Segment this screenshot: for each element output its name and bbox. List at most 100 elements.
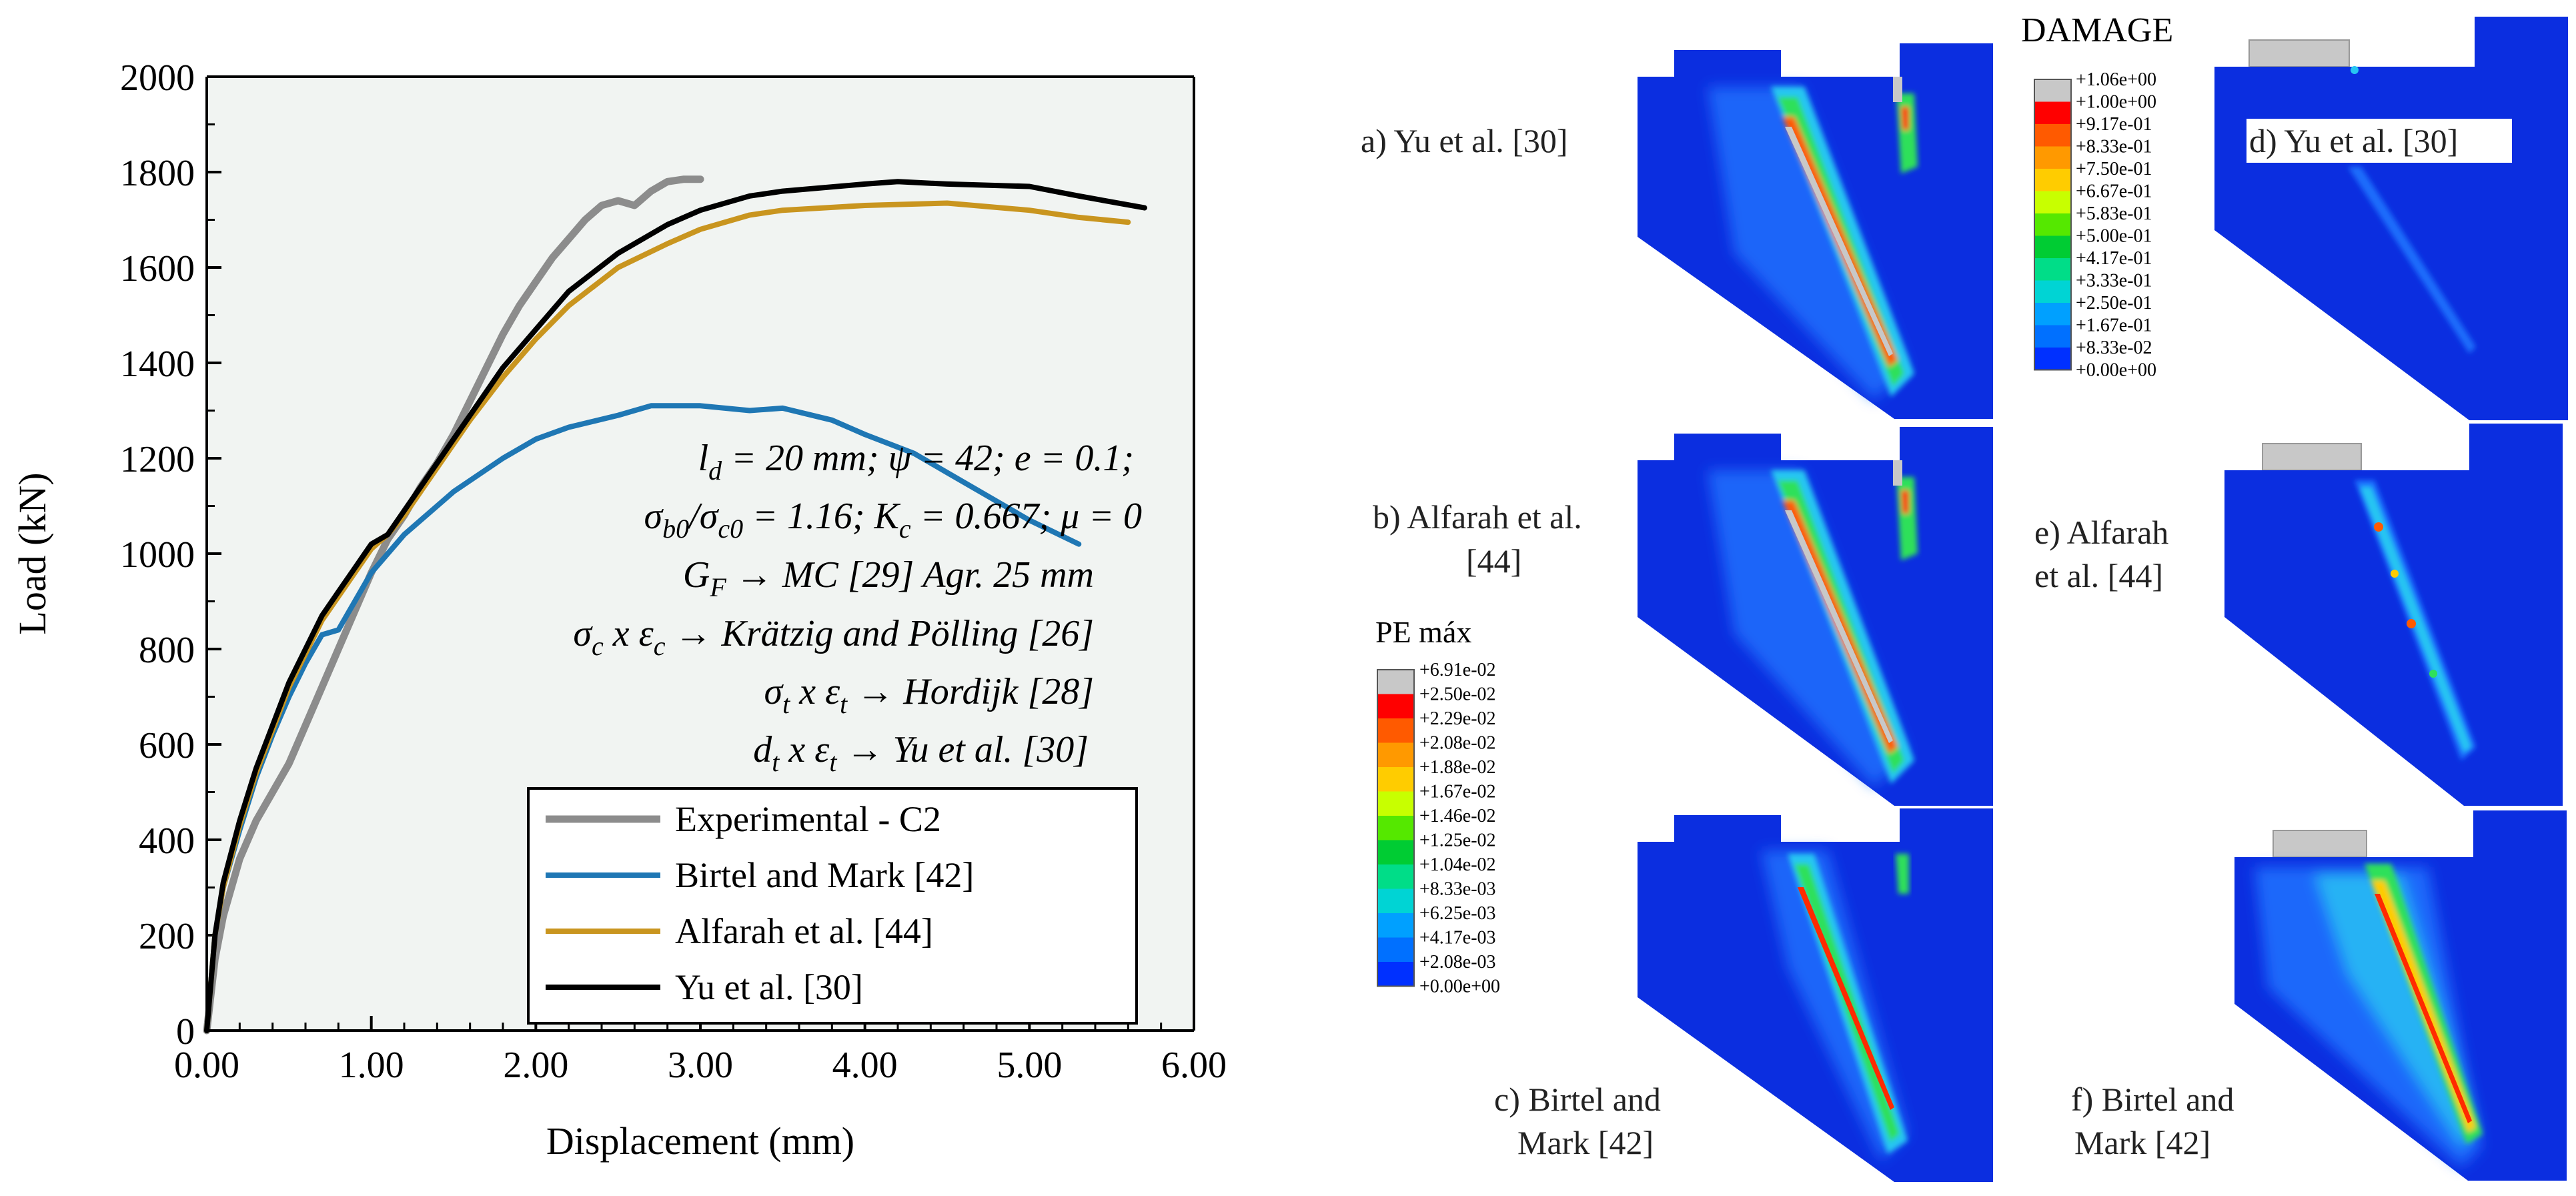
panel-e-spot-1: [2374, 522, 2383, 532]
legend-value-label: +5.83e-01: [2076, 203, 2152, 224]
panel-d-column: [2475, 17, 2568, 420]
legend-value-label: +4.17e-03: [1419, 928, 1496, 949]
damage-legend-title: DAMAGE: [2021, 11, 2173, 49]
panel-f-label-line2: Mark [42]: [2074, 1124, 2210, 1161]
legend-value-label: +6.25e-03: [1419, 903, 1496, 924]
fea-panel-d: [2214, 17, 2568, 420]
y-tick-label: 1400: [120, 344, 195, 385]
chart-legend: Experimental - C2 Birtel and Mark [42] A…: [527, 787, 1138, 1025]
panel-c-column: [1900, 808, 1993, 1182]
panel-e-column: [2469, 424, 2563, 806]
panel-a-column-top-grey: [1893, 77, 1902, 102]
panel-e-corbel-body: [2224, 470, 2469, 806]
y-tick-label: 400: [139, 820, 195, 862]
panel-a-grey-crack: [1785, 127, 1893, 356]
annotation-line-5: σt x εt → Hordijk [28]: [764, 671, 1094, 719]
legend-value-label: +4.17e-01: [2076, 248, 2152, 269]
y-axis-label: Load (kN): [11, 472, 54, 634]
legend-color-swatch: [2034, 303, 2071, 326]
legend-value-label: +8.33e-01: [2076, 137, 2152, 157]
legend-color-swatch: [2034, 79, 2071, 102]
legend-value-label: +1.67e-02: [1419, 782, 1496, 802]
legend-value-label: +2.50e-02: [1419, 684, 1496, 705]
panel-d-faint-crack: [2348, 167, 2476, 354]
panel-c-load-plate: [1674, 815, 1781, 842]
panel-b-label-line2: [44]: [1466, 542, 1521, 580]
panel-b-column: [1900, 427, 1993, 806]
legend-value-label: +1.25e-02: [1419, 830, 1496, 851]
legend-value-label: +1.06e+00: [2076, 69, 2156, 90]
panel-f-column: [2473, 810, 2567, 1181]
legend-color-swatch: [1377, 840, 1414, 864]
fea-panel-c: [1638, 808, 1993, 1182]
legend-color-swatch: [1377, 962, 1414, 987]
legend-value-label: +1.04e-02: [1419, 854, 1496, 875]
y-tick-label: 200: [139, 916, 195, 957]
panel-f-label-line1: f) Birtel and: [2071, 1081, 2234, 1118]
panel-b-load-plate: [1674, 434, 1781, 460]
legend-color-swatch: [2034, 280, 2071, 303]
panel-e-label-line2: et al. [44]: [2034, 557, 2163, 594]
y-tick-label: 1000: [120, 534, 195, 576]
legend-box: [527, 787, 1138, 1025]
series-lines: [203, 175, 1147, 1035]
legend-value-label: +2.50e-01: [2076, 293, 2152, 314]
legend-value-label: +9.17e-01: [2076, 114, 2152, 135]
panel-f-red-crack: [2375, 894, 2472, 1123]
annotation-line-3: GF → MC [29] Agr. 25 mm: [683, 554, 1094, 602]
annotation-line-1: ld = 20 mm; ψ = 42; e = 0.1;: [698, 438, 1134, 486]
x-tick-label: 4.00: [832, 1045, 898, 1086]
legend-color-frame: [1377, 669, 1415, 987]
fea-panel-f: [2234, 810, 2567, 1181]
panel-b-column-crack-red: [1901, 490, 1909, 514]
series-line-yu-et-al-30: [204, 179, 1147, 1033]
panel-a-column: [1900, 43, 1993, 419]
legend-label-birtel: Birtel and Mark [42]: [675, 855, 974, 895]
legend-color-swatch: [1377, 864, 1414, 889]
legend-value-label: +2.29e-02: [1419, 708, 1496, 729]
legend-value-label: +5.00e-01: [2076, 226, 2152, 247]
pe-legend-title: PE máx: [1375, 615, 1471, 649]
panel-e-load-plate: [2262, 443, 2362, 471]
legend-color-swatch: [2034, 213, 2071, 236]
x-tick-label: 5.00: [997, 1045, 1062, 1086]
fea-panel-b: [1638, 427, 1993, 806]
legend-value-label: +1.00e+00: [2076, 92, 2156, 113]
panel-c-red-crack: [1798, 887, 1894, 1110]
panel-f-load-plate: [2273, 830, 2367, 858]
panel-f-light-halo: [2255, 867, 2481, 1167]
y-tick-label: 600: [139, 725, 195, 766]
x-axis-label: Displacement (mm): [546, 1119, 854, 1163]
legend-color-swatch: [1377, 767, 1414, 792]
legend-color-swatch: [2034, 191, 2071, 213]
legend-value-label: +8.33e-03: [1419, 879, 1496, 900]
legend-color-swatch: [1377, 913, 1414, 938]
y-tick-label: 2000: [120, 57, 195, 99]
fea-panel-a: [1638, 43, 1993, 419]
legend-color-swatch: [1377, 694, 1414, 718]
tick-labels: 0 200 400 600 800 1000 1200 1400 1600 1800 2000 0.0…: [120, 57, 1227, 1086]
legend-value-label: +1.88e-02: [1419, 757, 1496, 778]
damage-legend-labels: +1.06e+00+1.00e+00+9.17e-01+8.33e-01+7.5…: [2076, 69, 2156, 381]
fea-panel-e: [2224, 424, 2563, 806]
panel-a-load-plate: [1674, 50, 1781, 77]
legend-color-swatch: [2034, 101, 2071, 124]
annotation-line-2: σb0/σc0 = 1.16; Kc = 0.667; μ = 0: [644, 496, 1142, 544]
panel-e-spot-4: [2429, 670, 2437, 678]
x-tick-label: 3.00: [668, 1045, 733, 1086]
legend-value-label: +2.08e-02: [1419, 733, 1496, 754]
legend-value-label: +1.46e-02: [1419, 806, 1496, 826]
panel-a-light-halo: [1708, 87, 1908, 400]
panel-labels: a) Yu et al. [30] b) Alfarah et al. [44]…: [1361, 119, 2512, 1161]
legend-color-swatch: [2034, 124, 2071, 147]
panel-c-column-crack: [1896, 854, 1909, 894]
y-tick-label: 0: [176, 1011, 195, 1053]
pe-legend: PE máx +6.91e-02 +2.50e-02 +2.29e-02 +2.08e…: [1375, 615, 1500, 997]
legend-label-yu: Yu et al. [30]: [675, 967, 863, 1007]
panel-c-label-line1: c) Birtel and: [1494, 1081, 1661, 1118]
panel-f-cyan-halo: [2315, 874, 2478, 1147]
y-tick-label: 1200: [120, 439, 195, 480]
pe-legend-labels: +6.91e-02 +2.50e-02 +2.29e-02 +2.08e-02 +1.8…: [1419, 660, 1500, 997]
legend-value-label: +6.67e-01: [2076, 181, 2152, 202]
x-tick-label: 1.00: [339, 1045, 404, 1086]
